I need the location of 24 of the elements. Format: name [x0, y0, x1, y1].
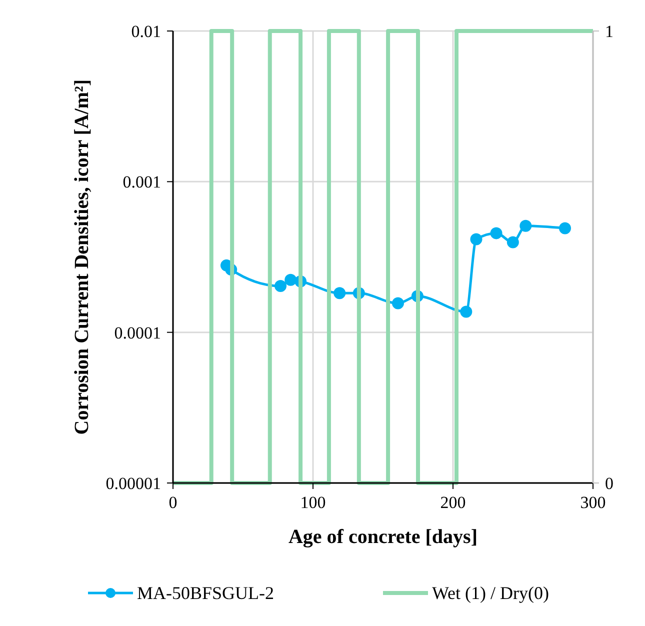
point [392, 297, 404, 310]
legend-label: MA-50BFSGUL-2 [137, 583, 274, 603]
x-tick-label: 300 [580, 493, 606, 512]
y-tick-label: 0.0001 [114, 323, 161, 342]
x-axis-title: Age of concrete [days] [288, 526, 478, 548]
x-tick-label: 100 [300, 493, 326, 512]
y2-tick-label: 1 [605, 22, 614, 41]
point [490, 227, 502, 240]
point [460, 306, 472, 318]
y-tick-label: 0.001 [122, 172, 161, 192]
point [506, 236, 519, 248]
x-tick-label: 0 [168, 493, 178, 512]
y-tick-label: 0.00001 [106, 474, 161, 493]
y2-tick-label: 0 [605, 474, 614, 493]
point [274, 280, 287, 292]
x-tick-label: 200 [440, 493, 466, 512]
y-axis-title: Corrosion Current Densities, icorr [A/m²] [71, 79, 93, 435]
point [284, 274, 297, 286]
point [470, 233, 482, 246]
point [334, 287, 346, 300]
legend-label: Wet (1) / Dry(0) [432, 583, 550, 603]
y-tick-label: 0.01 [131, 22, 161, 41]
point [520, 220, 532, 232]
point [559, 222, 571, 234]
